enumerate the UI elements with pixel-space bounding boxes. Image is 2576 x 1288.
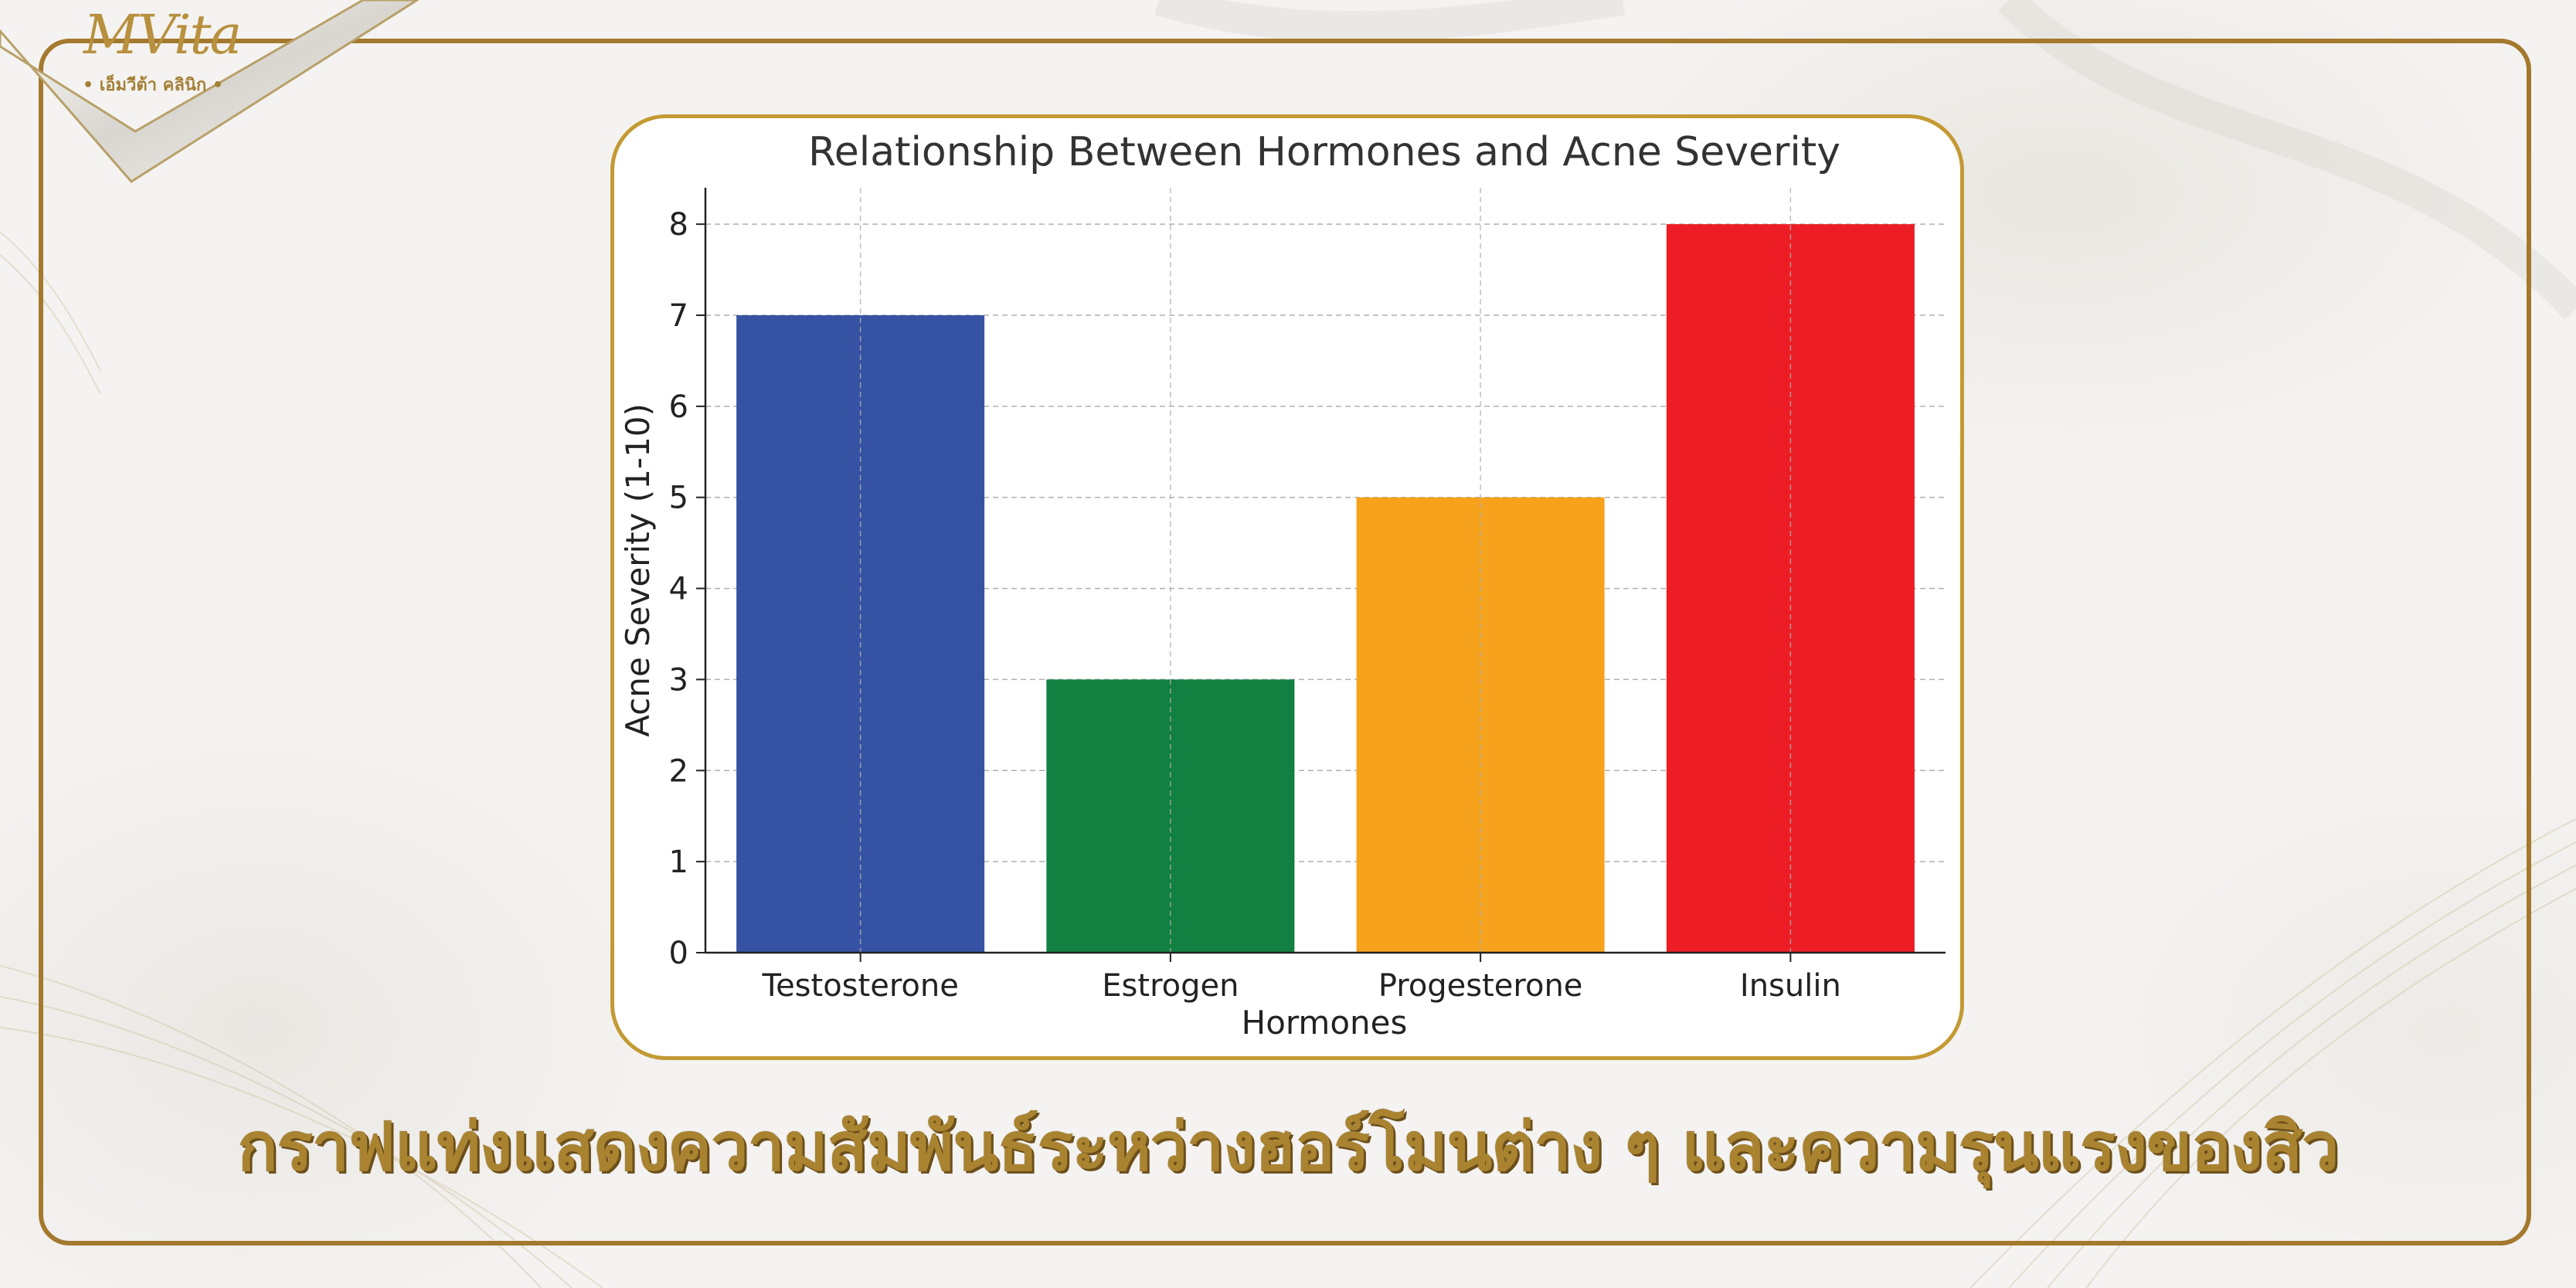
thai-caption: กราฟแท่งแสดงความสัมพันธ์ระหว่างฮอร์โมนต่… — [237, 1109, 2339, 1186]
y-tick-label: 0 — [669, 936, 688, 971]
y-tick-label: 2 — [669, 753, 688, 789]
x-tick-label: Insulin — [1740, 968, 1841, 1004]
y-tick-label: 8 — [669, 207, 688, 243]
y-tick-label: 4 — [669, 572, 688, 607]
logo-brand-text: MVita — [83, 3, 242, 66]
bars — [736, 188, 1915, 953]
tick-labels: 0 1 2 3 4 5 6 7 8 Testosterone Estrogen Progesteron… — [669, 207, 1841, 1004]
y-tick-label: 7 — [669, 298, 688, 334]
clinic-logo: MVita • เอ็มวีต้า คลินิก • — [0, 0, 433, 185]
bar-chart: Relationship Between Hormones and Acne S… — [619, 129, 1946, 1042]
y-tick-label: 6 — [669, 389, 688, 425]
logo-thai-text: • เอ็มวีต้า คลินิก • — [83, 76, 223, 95]
x-tick-label: Progesterone — [1378, 968, 1583, 1004]
y-tick-label: 1 — [669, 845, 688, 880]
y-axis-label: Acne Severity (1-10) — [619, 403, 657, 737]
x-axis-label: Hormones — [1242, 1004, 1408, 1042]
y-tick-label: 3 — [669, 662, 688, 698]
axes — [696, 188, 1946, 962]
chart-title: Relationship Between Hormones and Acne S… — [808, 129, 1840, 175]
y-tick-label: 5 — [669, 481, 688, 516]
bar-estrogen — [1046, 679, 1295, 953]
logo-ribbon-shape — [0, 0, 420, 183]
x-tick-label: Testosterone — [761, 968, 958, 1004]
gold-frame — [39, 39, 2531, 1246]
x-tick-label: Estrogen — [1102, 968, 1239, 1004]
